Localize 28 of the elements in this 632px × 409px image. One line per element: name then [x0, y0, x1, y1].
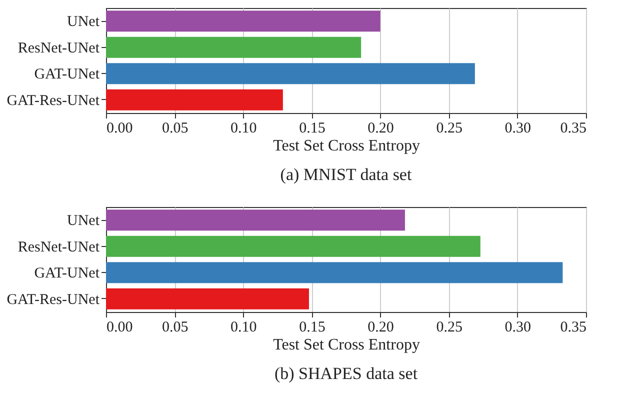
x-tick-label: 0.15: [299, 320, 326, 336]
y-tick-label: UNet: [67, 14, 100, 30]
y-tick-label: GAT-Res-UNet: [6, 92, 100, 109]
y-tick-label: ResNet-UNet: [18, 239, 100, 256]
x-axis-title: Test Set Cross Entropy: [273, 138, 420, 154]
y-tick-label: GAT-Res-UNet: [6, 292, 100, 308]
x-axis-title: Test Set Cross Entropy: [273, 336, 420, 354]
text: (b) SHAPES data set: [274, 364, 418, 383]
x-tick-label: 0.00: [106, 120, 133, 136]
x-tick-label: 0.25: [436, 120, 462, 136]
x-tick-label: 0.05: [162, 320, 188, 336]
x-tick-label: 0.00: [106, 320, 133, 336]
x-tick-label: 0.15: [299, 120, 326, 136]
y-tick-label: GAT-UNet: [34, 266, 100, 282]
x-tick-label: 0.35: [560, 320, 586, 336]
x-tick-label: 0.20: [368, 320, 394, 336]
x-tick-label: 0.20: [368, 120, 394, 136]
x-tick-label: 0.10: [230, 120, 257, 136]
y-tick-label: ResNet-UNet: [18, 40, 100, 56]
x-tick-label: 0.05: [162, 120, 188, 136]
x-tick-label: 0.30: [504, 120, 532, 136]
x-tick-label: 0.35: [560, 120, 586, 136]
x-tick-label: 0.30: [504, 320, 532, 336]
y-tick-label: UNet: [67, 213, 100, 230]
y-tick-label: GAT-UNet: [34, 66, 100, 83]
x-tick-label: 0.25: [436, 320, 462, 336]
x-tick-label: 0.10: [230, 320, 257, 336]
text: (a) MNIST data set: [280, 165, 412, 184]
